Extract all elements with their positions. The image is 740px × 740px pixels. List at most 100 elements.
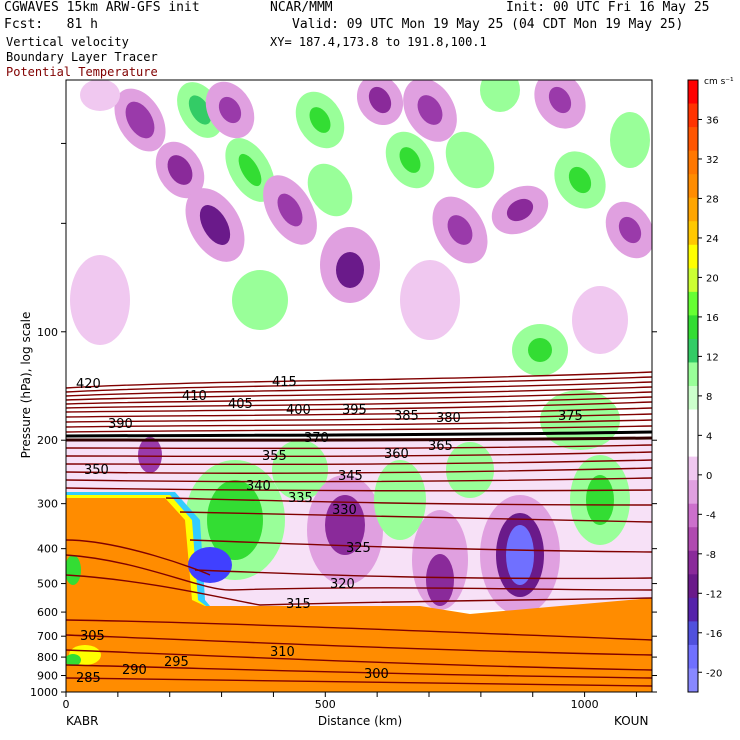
theta-label-385: 385 bbox=[394, 409, 419, 424]
field-potential-temperature: Potential Temperature bbox=[6, 65, 158, 79]
y-tick-label: 600 bbox=[37, 606, 58, 619]
colorbar-label: 20 bbox=[706, 273, 719, 284]
theta-label-390: 390 bbox=[108, 417, 133, 432]
y-tick-label: 800 bbox=[37, 651, 58, 664]
colorbar-label: 12 bbox=[706, 352, 719, 363]
y-tick-label: 200 bbox=[37, 434, 58, 447]
y-tick-label: 500 bbox=[37, 578, 58, 591]
colorbar-label: -12 bbox=[706, 589, 722, 600]
theta-contours bbox=[66, 371, 652, 687]
theta-label-335: 335 bbox=[288, 491, 313, 506]
x-axis: 0 500 1000 bbox=[63, 692, 637, 711]
y-tick-label: 1000 bbox=[30, 686, 58, 699]
colorbar-swatch bbox=[688, 221, 698, 246]
theta-label-345: 345 bbox=[338, 469, 363, 484]
theta-label-410: 410 bbox=[182, 389, 207, 404]
colorbar-swatch bbox=[688, 503, 698, 528]
theta-label-295: 295 bbox=[164, 655, 189, 670]
theta-label-350: 350 bbox=[84, 463, 109, 478]
theta-label-415: 415 bbox=[272, 375, 297, 390]
theta-label-365: 365 bbox=[428, 439, 453, 454]
colorbar-label: 32 bbox=[706, 155, 719, 166]
theta-label-305: 305 bbox=[80, 629, 105, 644]
x-axis-title: Distance (km) bbox=[318, 714, 402, 728]
theta-label-320: 320 bbox=[330, 577, 355, 592]
init-time: Init: 00 UTC Fri 16 May 25 bbox=[506, 0, 710, 15]
colorbar-label: -16 bbox=[706, 629, 722, 640]
theta-label-395: 395 bbox=[342, 403, 367, 418]
y-tick-label: 300 bbox=[37, 498, 58, 511]
colorbar-swatch bbox=[688, 597, 698, 622]
colorbar-swatch bbox=[688, 550, 698, 575]
y-tick-label: 100 bbox=[37, 326, 58, 339]
y-tick-label: 700 bbox=[37, 630, 58, 643]
colorbar-swatch bbox=[688, 433, 698, 458]
theta-label-370: 370 bbox=[304, 431, 329, 446]
colorbar-label: 36 bbox=[706, 115, 719, 126]
forecast-hour: Fcst: 81 h bbox=[4, 17, 98, 32]
colorbar-label: 0 bbox=[706, 471, 712, 482]
colorbar-swatch bbox=[688, 150, 698, 175]
colorbar-swatch bbox=[688, 244, 698, 269]
right-endpoint-label: KOUN bbox=[614, 714, 648, 728]
colorbar-swatch bbox=[688, 174, 698, 199]
theta-label-285: 285 bbox=[76, 671, 101, 686]
colorbar-swatch bbox=[688, 315, 698, 340]
colorbar-swatch bbox=[688, 80, 698, 105]
theta-label-310: 310 bbox=[270, 645, 295, 660]
theta-label-375: 375 bbox=[558, 409, 583, 424]
left-endpoint-label: KABR bbox=[66, 714, 98, 728]
x-tick-label: 1000 bbox=[571, 698, 599, 711]
model-title: CGWAVES 15km ARW-GFS init bbox=[4, 0, 200, 15]
theta-label-405: 405 bbox=[228, 397, 253, 412]
boundary-layer bbox=[66, 492, 652, 692]
colorbar-label: 24 bbox=[706, 234, 719, 245]
colorbar-label: 8 bbox=[706, 392, 712, 403]
x-tick-label: 0 bbox=[63, 698, 70, 711]
colorbar-swatch bbox=[688, 480, 698, 505]
theta-label-325: 325 bbox=[346, 541, 371, 556]
valid-time: Valid: 09 UTC Mon 19 May 25 (04 CDT Mon … bbox=[292, 17, 684, 32]
theta-label-300: 300 bbox=[364, 667, 389, 682]
field-vertical-velocity: Vertical velocity bbox=[6, 35, 129, 49]
colorbar-label: -8 bbox=[706, 550, 716, 561]
theta-label-380: 380 bbox=[436, 411, 461, 426]
colorbar-swatch bbox=[688, 668, 698, 693]
colorbar-label: 28 bbox=[706, 194, 719, 205]
colorbar-label: -20 bbox=[706, 668, 722, 679]
field-boundary-layer: Boundary Layer Tracer bbox=[6, 50, 158, 64]
colorbar-swatch bbox=[688, 574, 698, 599]
theta-label-420: 420 bbox=[76, 377, 101, 392]
colorbar-frame bbox=[687, 79, 699, 693]
colorbar-swatch bbox=[688, 291, 698, 316]
y-tick-label: 400 bbox=[37, 543, 58, 556]
theta-label-400: 400 bbox=[286, 403, 311, 418]
colorbar-swatch bbox=[688, 527, 698, 552]
colorbar-swatch bbox=[688, 456, 698, 481]
colorbar-label: 4 bbox=[706, 431, 712, 442]
theta-label-340: 340 bbox=[246, 479, 271, 494]
colorbar-swatch bbox=[688, 621, 698, 646]
y-tick-label: 900 bbox=[37, 670, 58, 683]
theta-label-290: 290 bbox=[122, 663, 147, 678]
colorbar-swatch bbox=[688, 409, 698, 434]
upper-wave-pattern bbox=[70, 80, 652, 376]
vertical-velocity-field: 420 415 410 405 400 395 390 385 380 375 … bbox=[66, 80, 652, 692]
colorbar-swatch bbox=[688, 103, 698, 128]
colorbar-swatch bbox=[688, 268, 698, 293]
colorbar-units: cm s⁻¹ bbox=[704, 77, 734, 87]
cross-section-xy: XY= 187.4,173.8 to 191.8,100.1 bbox=[270, 35, 487, 49]
colorbar: 36 32 28 24 20 16 12 8 4 0 -4 -8 -12 -16 -20 bbox=[687, 79, 722, 693]
theta-label-330: 330 bbox=[332, 503, 357, 518]
colorbar-swatch bbox=[688, 338, 698, 363]
colorbar-swatch bbox=[688, 644, 698, 669]
colorbar-swatch bbox=[688, 362, 698, 387]
colorbar-swatch bbox=[688, 127, 698, 152]
y-axis: 100 200 300 400 500 600 700 800 900 1000 bbox=[30, 142, 657, 699]
colorbar-swatch bbox=[688, 386, 698, 411]
colorbar-swatch bbox=[688, 197, 698, 222]
colorbar-label: -4 bbox=[706, 510, 716, 521]
y-axis-title: Pressure (hPa), log scale bbox=[19, 312, 33, 459]
theta-label-315: 315 bbox=[286, 597, 311, 612]
